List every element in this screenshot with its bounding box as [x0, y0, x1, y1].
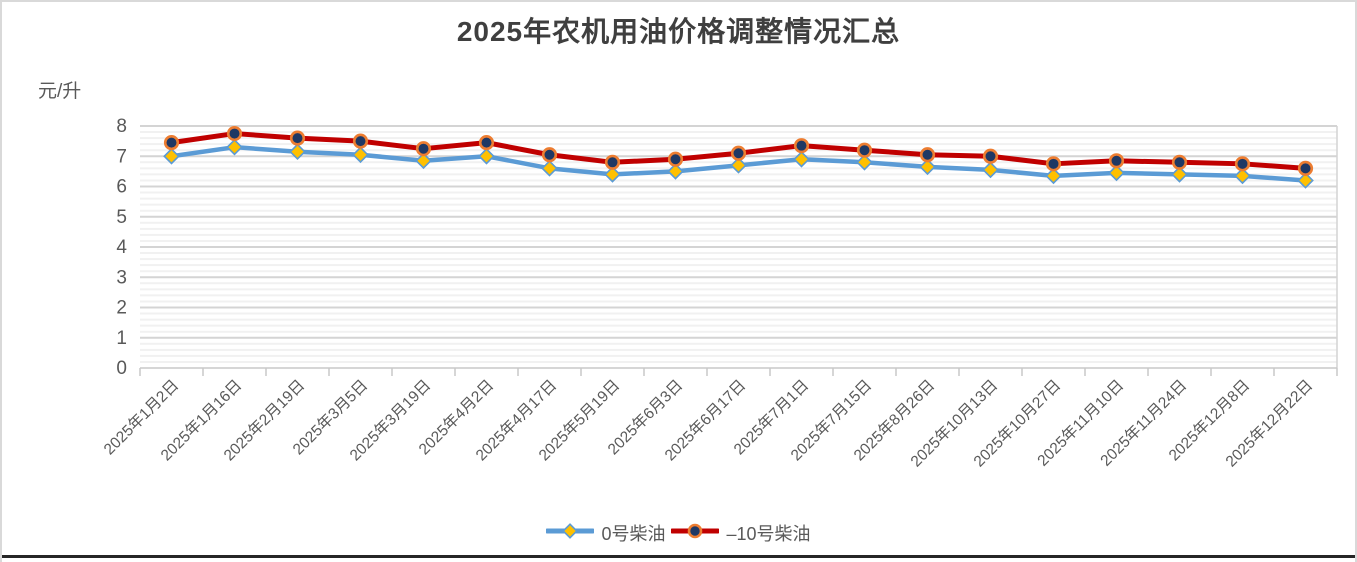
- legend-item-0-diesel: 0号柴油: [544, 520, 666, 546]
- data-point-circle: [415, 141, 432, 157]
- data-point-circle: [1297, 160, 1314, 176]
- data-point-diamond: [1297, 172, 1314, 189]
- data-point-diamond: [730, 156, 747, 174]
- y-axis-tick-label: 0: [116, 358, 127, 379]
- data-point-diamond: [1234, 167, 1251, 185]
- data-point-diamond: [1108, 164, 1125, 182]
- data-point-diamond: [1171, 166, 1188, 183]
- y-axis-tick-label: 4: [116, 237, 127, 258]
- data-point-circle: [604, 154, 621, 170]
- data-point-diamond: [856, 153, 873, 171]
- data-point-diamond: [352, 146, 369, 164]
- data-point-circle: [1045, 156, 1062, 172]
- y-axis-tick-label: 8: [116, 116, 127, 137]
- data-point-circle: [289, 130, 306, 146]
- legend: 0号柴油 –10号柴油: [2, 520, 1355, 546]
- data-point-circle: [163, 135, 180, 151]
- data-point-circle: [1108, 153, 1125, 169]
- y-axis-tick-label: 5: [116, 207, 127, 228]
- data-point-circle: [667, 151, 684, 167]
- data-point-diamond: [1045, 167, 1062, 185]
- y-axis-tick-label: 6: [116, 177, 127, 198]
- legend-label-0-diesel: 0号柴油: [601, 524, 666, 544]
- y-axis-tick-label: 3: [116, 267, 127, 288]
- data-point-circle: [352, 133, 369, 149]
- chart-title: 2025年农机用油价格调整情况汇总: [456, 16, 901, 47]
- data-point-circle: [478, 135, 495, 151]
- data-point-circle: [856, 142, 873, 158]
- data-point-circle: [919, 147, 936, 163]
- diamond-line-marker-icon: [544, 521, 596, 546]
- data-point-circle: [793, 138, 810, 154]
- data-point-diamond: [982, 161, 999, 179]
- data-point-diamond: [415, 152, 432, 170]
- data-point-circle: [982, 148, 999, 164]
- y-axis-tick-label: 1: [116, 328, 127, 349]
- legend-item-neg10-diesel: –10号柴油: [669, 520, 811, 546]
- data-point-circle: [541, 147, 558, 163]
- y-axis-tick-label: 2: [116, 298, 127, 319]
- series-0号柴油: [163, 138, 1314, 189]
- y-axis-unit-label: 元/升: [38, 81, 82, 102]
- data-point-diamond: [793, 150, 810, 168]
- bottom-border-line: [2, 555, 1355, 558]
- data-point-diamond: [289, 143, 306, 161]
- legend-label-neg10-diesel: –10号柴油: [726, 524, 811, 544]
- data-point-diamond: [478, 147, 495, 165]
- data-point-diamond: [667, 163, 684, 180]
- data-point-diamond: [541, 160, 558, 177]
- series-–10号柴油: [163, 125, 1314, 176]
- data-point-circle: [1171, 154, 1188, 170]
- data-point-circle: [1234, 156, 1251, 172]
- data-point-diamond: [226, 138, 243, 156]
- data-point-diamond: [919, 158, 936, 176]
- data-point-circle: [730, 145, 747, 161]
- data-point-diamond: [163, 147, 180, 165]
- y-axis-tick-label: 7: [116, 146, 127, 167]
- data-point-circle: [226, 125, 243, 142]
- circle-line-marker-icon: [669, 521, 721, 546]
- data-point-diamond: [604, 166, 621, 183]
